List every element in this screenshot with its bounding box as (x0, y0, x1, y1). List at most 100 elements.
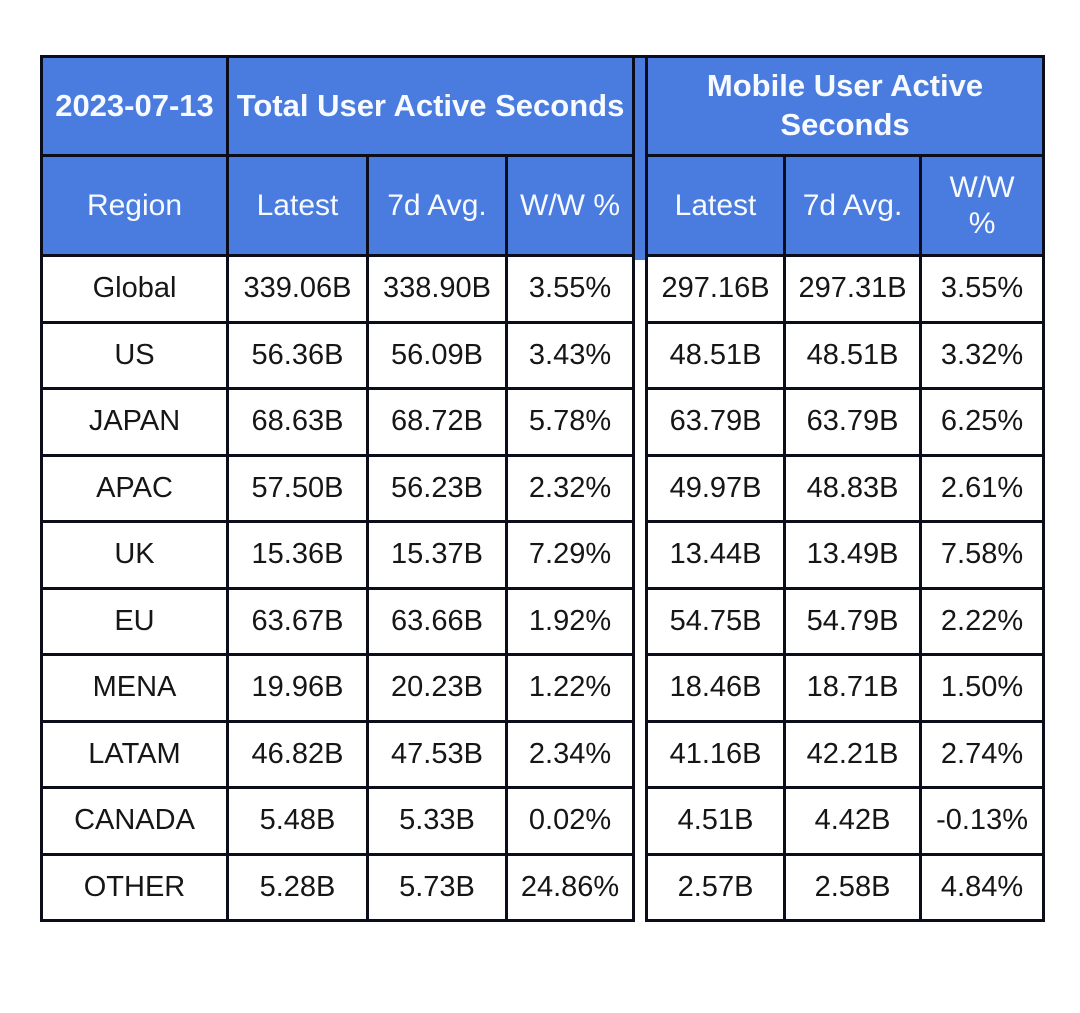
table-row-canada: CANADA 5.48B 5.33B 0.02% (40, 786, 636, 856)
value-cell: 63.79B (783, 387, 923, 457)
title-row: Mobile User Active Seconds (645, 55, 1046, 157)
table-row-apac: APAC 57.50B 56.23B 2.32% (40, 453, 636, 523)
table-gap-header-fill (635, 55, 646, 260)
table-row-other: OTHER 5.28B 5.73B 24.86% (40, 852, 636, 922)
value-cell: 3.43% (504, 320, 636, 390)
value-cell: -0.13% (919, 786, 1046, 856)
value-cell: 47.53B (366, 719, 508, 789)
total-wow-header: W/W % (504, 154, 636, 257)
value-cell: 4.51B (645, 786, 787, 856)
region-cell: UK (40, 520, 229, 590)
value-cell: 48.51B (645, 320, 787, 390)
mobile-group-title: Mobile User Active Seconds (645, 55, 1046, 157)
value-cell: 68.63B (226, 387, 369, 457)
value-cell: 297.16B (645, 254, 787, 324)
table-row-mena: 18.46B 18.71B 1.50% (645, 653, 1046, 723)
table-row-global: Global 339.06B 338.90B 3.55% (40, 254, 636, 324)
value-cell: 5.48B (226, 786, 369, 856)
region-cell: OTHER (40, 852, 229, 922)
mobile-wow-header-label: W/W % (949, 170, 1015, 240)
region-cell: US (40, 320, 229, 390)
value-cell: 2.34% (504, 719, 636, 789)
value-cell: 2.58B (783, 852, 923, 922)
total-7d-avg-header: 7d Avg. (366, 154, 508, 257)
value-cell: 338.90B (366, 254, 508, 324)
value-cell: 2.74% (919, 719, 1046, 789)
active-seconds-report: 2023-07-13 Total User Active Seconds Reg… (40, 55, 1080, 922)
total-user-active-seconds-table: 2023-07-13 Total User Active Seconds Reg… (40, 55, 636, 922)
value-cell: 3.55% (504, 254, 636, 324)
value-cell: 48.51B (783, 320, 923, 390)
value-cell: 63.66B (366, 586, 508, 656)
value-cell: 3.55% (919, 254, 1046, 324)
value-cell: 339.06B (226, 254, 369, 324)
tables-container: 2023-07-13 Total User Active Seconds Reg… (40, 55, 1080, 922)
mobile-7d-avg-header: 7d Avg. (783, 154, 923, 257)
value-cell: 5.73B (366, 852, 508, 922)
report-date: 2023-07-13 (40, 55, 229, 157)
table-row-us: 48.51B 48.51B 3.32% (645, 320, 1046, 390)
value-cell: 7.29% (504, 520, 636, 590)
table-row-other: 2.57B 2.58B 4.84% (645, 852, 1046, 922)
value-cell: 68.72B (366, 387, 508, 457)
table-row-apac: 49.97B 48.83B 2.61% (645, 453, 1046, 523)
value-cell: 2.32% (504, 453, 636, 523)
value-cell: 56.23B (366, 453, 508, 523)
region-cell: JAPAN (40, 387, 229, 457)
value-cell: 46.82B (226, 719, 369, 789)
value-cell: 3.32% (919, 320, 1046, 390)
value-cell: 1.92% (504, 586, 636, 656)
table-row-us: US 56.36B 56.09B 3.43% (40, 320, 636, 390)
table-gap-divider (635, 55, 646, 260)
value-cell: 56.09B (366, 320, 508, 390)
value-cell: 13.49B (783, 520, 923, 590)
total-group-title: Total User Active Seconds (225, 55, 636, 157)
region-cell: CANADA (40, 786, 229, 856)
value-cell: 63.79B (645, 387, 787, 457)
value-cell: 18.46B (645, 653, 787, 723)
region-cell: LATAM (40, 719, 229, 789)
value-cell: 6.25% (919, 387, 1046, 457)
table-row-latam: LATAM 46.82B 47.53B 2.34% (40, 719, 636, 789)
total-latest-header: Latest (226, 154, 369, 257)
value-cell: 48.83B (783, 453, 923, 523)
value-cell: 2.57B (645, 852, 787, 922)
value-cell: 57.50B (226, 453, 369, 523)
value-cell: 15.36B (226, 520, 369, 590)
value-cell: 56.36B (226, 320, 369, 390)
value-cell: 20.23B (366, 653, 508, 723)
value-cell: 297.31B (783, 254, 923, 324)
region-column-header: Region (40, 154, 229, 257)
table-row-japan: 63.79B 63.79B 6.25% (645, 387, 1046, 457)
title-row: 2023-07-13 Total User Active Seconds (40, 55, 636, 157)
column-header-row: Region Latest 7d Avg. W/W % (40, 154, 636, 257)
table-row-japan: JAPAN 68.63B 68.72B 5.78% (40, 387, 636, 457)
value-cell: 63.67B (226, 586, 369, 656)
value-cell: 2.61% (919, 453, 1046, 523)
table-row-latam: 41.16B 42.21B 2.74% (645, 719, 1046, 789)
table-row-canada: 4.51B 4.42B -0.13% (645, 786, 1046, 856)
value-cell: 5.78% (504, 387, 636, 457)
table-row-mena: MENA 19.96B 20.23B 1.22% (40, 653, 636, 723)
value-cell: 2.22% (919, 586, 1046, 656)
value-cell: 24.86% (504, 852, 636, 922)
region-cell: APAC (40, 453, 229, 523)
table-row-eu: EU 63.67B 63.66B 1.92% (40, 586, 636, 656)
value-cell: 13.44B (645, 520, 787, 590)
value-cell: 15.37B (366, 520, 508, 590)
value-cell: 1.22% (504, 653, 636, 723)
mobile-user-active-seconds-table: Mobile User Active Seconds Latest 7d Avg… (645, 55, 1046, 922)
value-cell: 4.84% (919, 852, 1046, 922)
value-cell: 5.28B (226, 852, 369, 922)
table-row-global: 297.16B 297.31B 3.55% (645, 254, 1046, 324)
value-cell: 42.21B (783, 719, 923, 789)
value-cell: 41.16B (645, 719, 787, 789)
value-cell: 54.75B (645, 586, 787, 656)
value-cell: 4.42B (783, 786, 923, 856)
value-cell: 1.50% (919, 653, 1046, 723)
region-cell: EU (40, 586, 229, 656)
column-header-row: Latest 7d Avg. W/W % (645, 154, 1046, 257)
region-cell: Global (40, 254, 229, 324)
value-cell: 54.79B (783, 586, 923, 656)
mobile-latest-header: Latest (645, 154, 787, 257)
